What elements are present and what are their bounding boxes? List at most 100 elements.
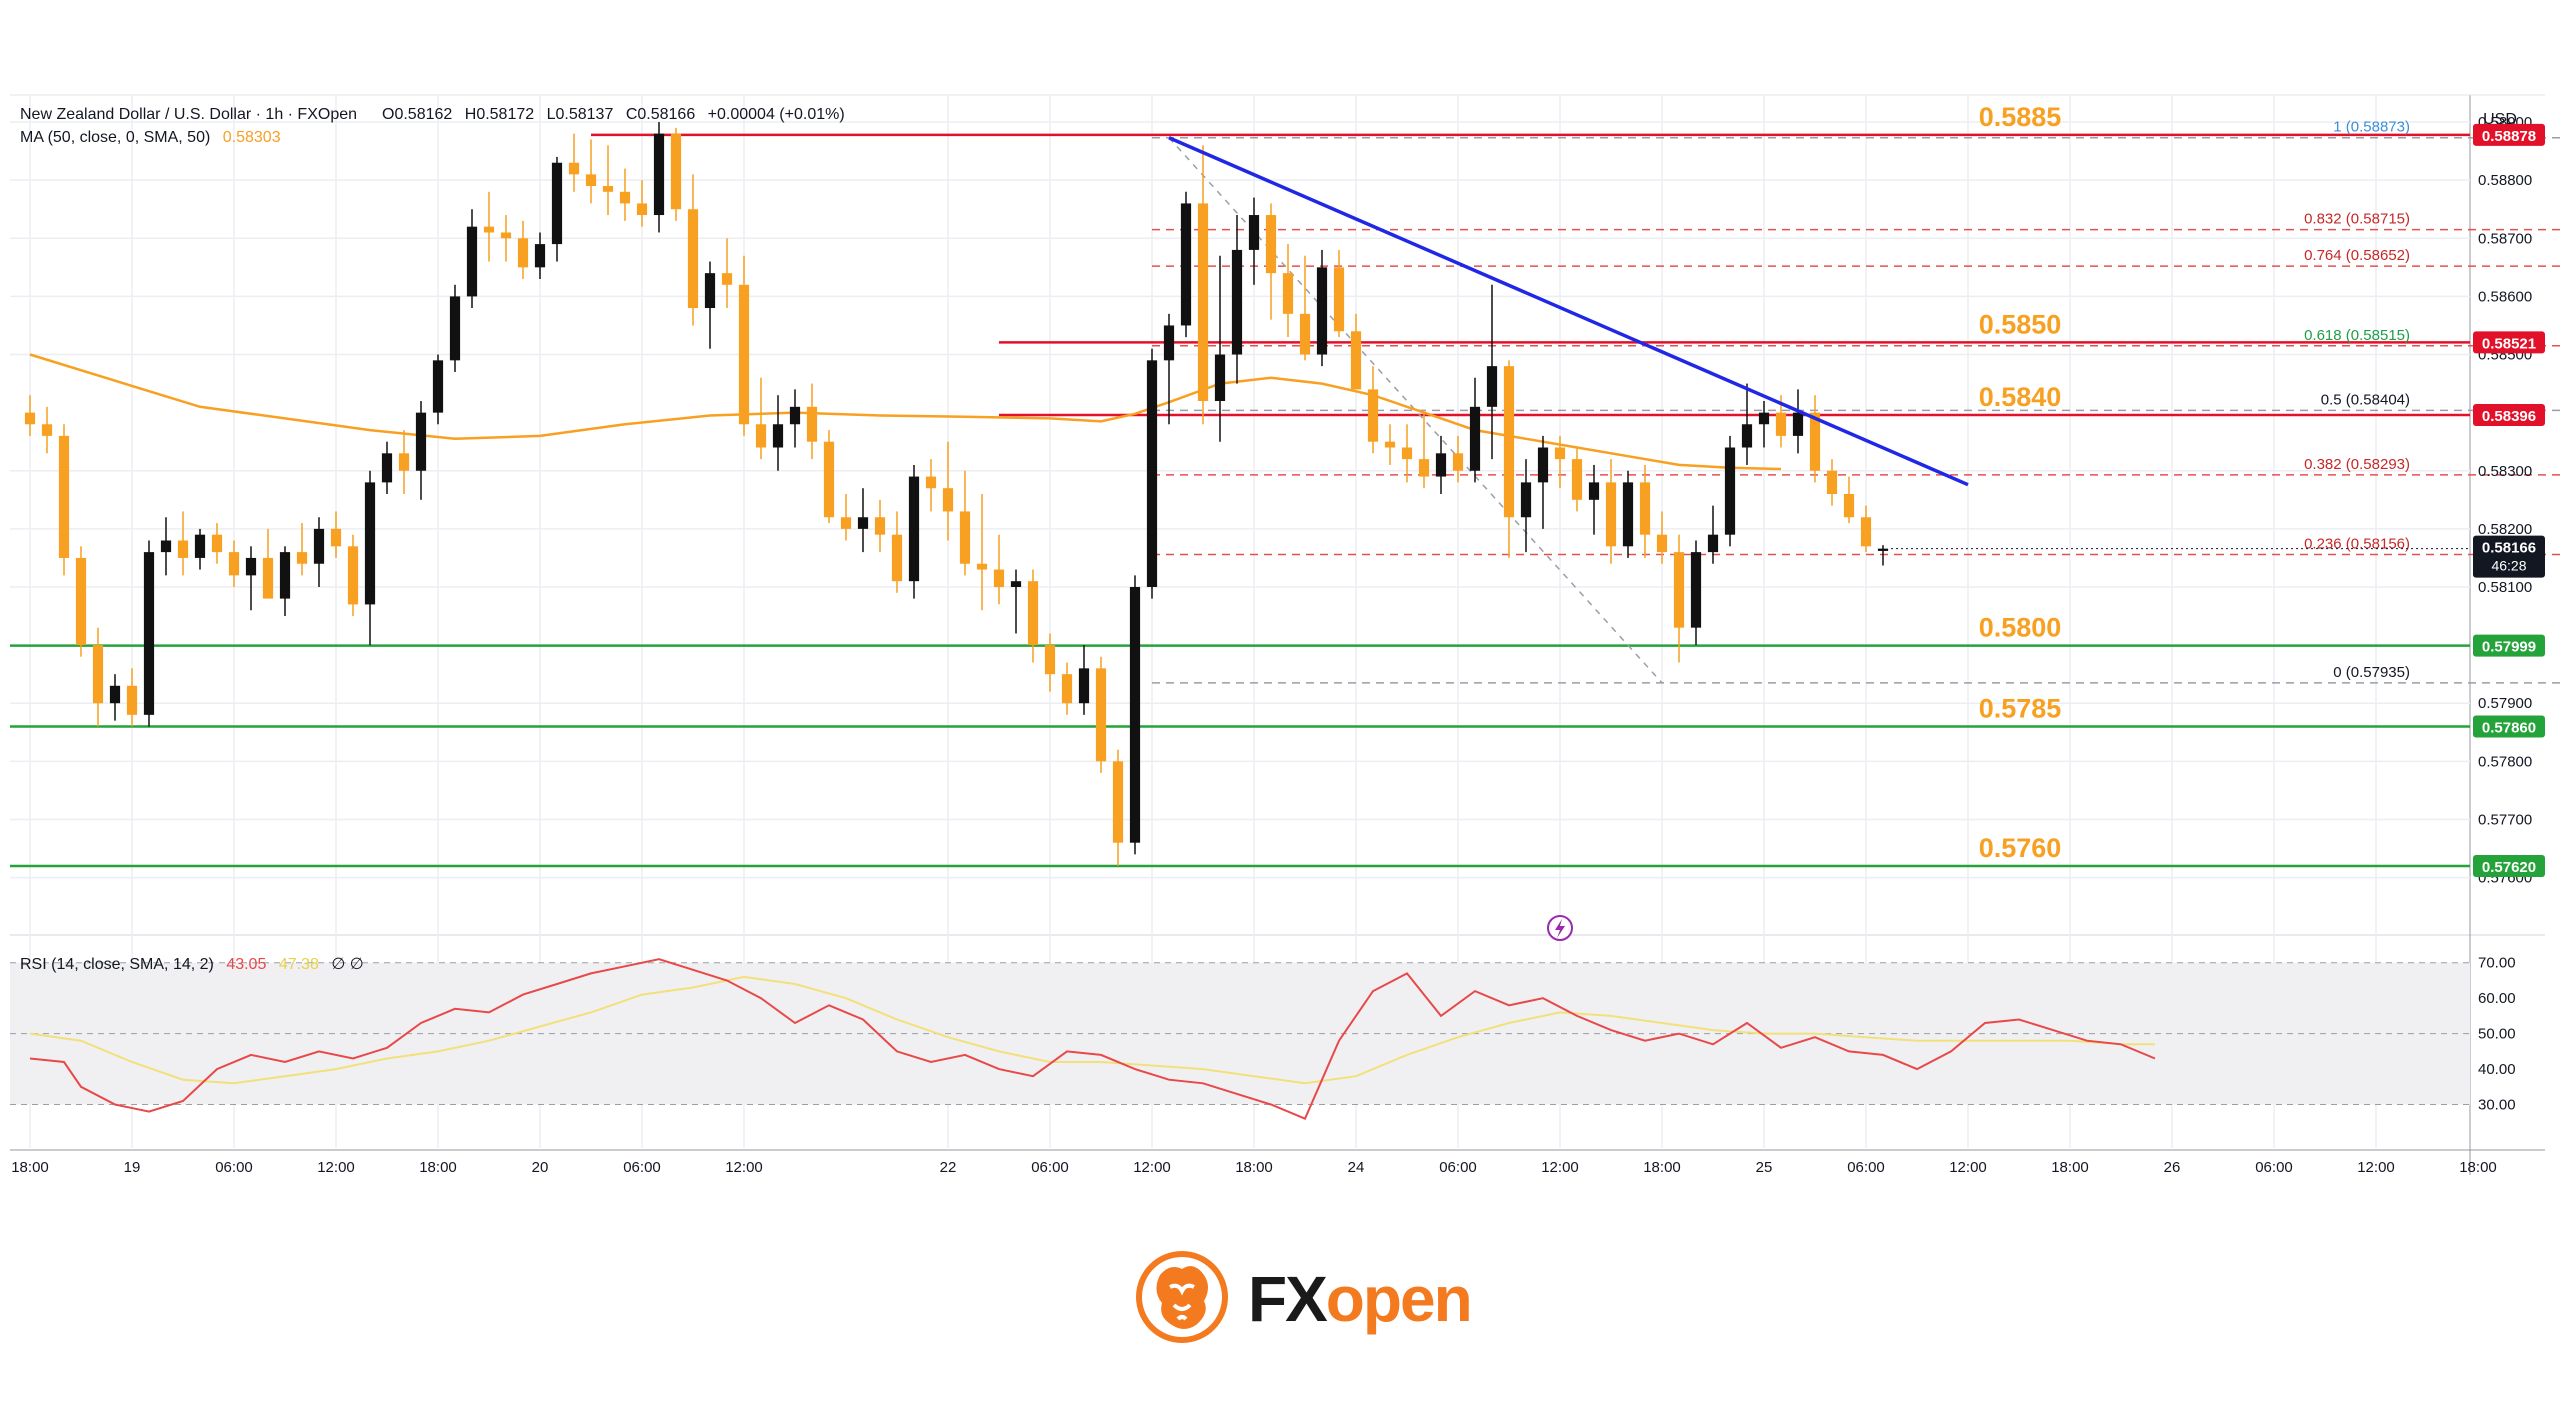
candle-body [1129,586,1141,843]
candle-body [1180,203,1192,326]
fib-level-label: 0.832 (0.58715) [2304,211,2410,228]
fib-level-label: 0.5 (0.58404) [2321,391,2410,408]
price-badge [2473,123,2545,146]
time-tick-label: 06:00 [623,1159,661,1176]
price-tick-label: 0.58100 [2478,579,2532,596]
candle-body [466,226,478,297]
candle-body [449,296,461,361]
candle-body [1078,668,1090,704]
candle-body [517,238,529,268]
fxopen-logo: FXopen [1130,1235,1490,1355]
candle-body [959,511,971,564]
time-tick-label: 18:00 [2051,1159,2089,1176]
price-axis: 0.589000.588000.587000.586000.585000.583… [1891,114,2545,887]
candle-body [1503,366,1515,518]
candle-body [602,185,614,192]
fib-level-label: 0.618 (0.58515) [2304,327,2410,344]
candle-body [823,441,835,518]
candle-body [1554,447,1566,460]
candle-body [1231,249,1243,355]
currency-label[interactable]: USD [2483,111,2517,128]
price-tick-label: 0.57800 [2478,753,2532,770]
price-tick-label: 0.57900 [2478,695,2532,712]
candle-body [1112,761,1124,843]
candle-body [262,557,274,599]
time-tick-label: 06:00 [1439,1159,1477,1176]
price-badge [2473,634,2545,657]
time-tick-label: 12:00 [1949,1159,1987,1176]
candle-body [483,226,495,233]
rsi-legend-label: RSI (14, close, SMA, 14, 2) [20,956,214,973]
candle-body [1027,581,1039,646]
support-level-label: 0.5785 [1979,693,2062,723]
time-tick-label: 22 [940,1159,957,1176]
trendline-layer [1168,136,1969,487]
price-badge [2473,331,2545,354]
candle-body [1775,412,1787,436]
rsi-ma-legend-value: 47.38 [279,956,319,973]
symbol-title: New Zealand Dollar / U.S. Dollar · 1h · … [20,106,357,123]
time-tick-label: 19 [124,1159,141,1176]
candle-body [636,203,648,216]
support-level-label: 0.5800 [1979,613,2062,643]
ma-legend: MA (50, close, 0, SMA, 50) 0.58303 [20,129,281,146]
candle-body [1809,412,1821,471]
candle-body [432,360,444,413]
time-tick-label: 12:00 [725,1159,763,1176]
candle-body [126,685,138,715]
candle-body [721,273,733,285]
candle-body [1571,459,1583,500]
time-tick-label: 06:00 [1847,1159,1885,1176]
candle-body [415,412,427,471]
candle-body [1520,482,1532,518]
low-label: L [547,106,556,123]
time-tick-label: 12:00 [1133,1159,1171,1176]
price-tick-label: 0.58300 [2478,463,2532,480]
tiger-emblem-icon [1136,1251,1228,1343]
time-tick-label: 26 [2164,1159,2181,1176]
countdown-label: 46:28 [2491,558,2526,574]
candle-body [874,517,886,535]
candle-body [228,552,240,576]
candle-body [1826,470,1838,494]
candle-body [245,557,257,576]
rsi-tick-label: 40.00 [2478,1061,2516,1078]
lightning-icon[interactable] [1547,915,1573,941]
candle-body [500,232,512,239]
candle-body [738,284,750,425]
high-label: H [465,106,477,123]
time-tick-label: 18:00 [1643,1159,1681,1176]
candle-body [857,517,869,529]
candle-body [1146,360,1158,587]
time-tick-label: 20 [532,1159,549,1176]
fib-level-label: 0 (0.57935) [2333,664,2410,681]
fib-level-label: 1 (0.58873) [2333,119,2410,136]
change-value: +0.00004 (+0.01%) [708,106,845,123]
candle-body [1860,517,1872,547]
rsi-legend-extra: ∅ ∅ [331,956,363,973]
candles [24,122,1889,866]
candle-body [1044,645,1056,675]
candle-body [1622,482,1634,547]
candle-body [1197,203,1209,402]
open-label: O [382,106,394,123]
candle-body [619,191,631,204]
candle-body [1384,441,1396,448]
candle-body [1367,389,1379,442]
candle-body [143,552,155,715]
candle-body [840,517,852,529]
price-badge-label: 0.58396 [2482,408,2536,425]
rsi-tick-label: 30.00 [2478,1097,2516,1114]
fib-level-label: 0.764 (0.58652) [2304,247,2410,264]
close-value: 0.58166 [637,106,695,123]
candle-body [1588,482,1600,500]
candle-body [1350,331,1362,390]
price-tick-label: 0.58700 [2478,230,2532,247]
rsi-legend: RSI (14, close, SMA, 14, 2) 43.05 47.38 … [20,956,364,973]
candle-body [177,540,189,558]
candle-body [1843,494,1855,518]
time-tick-label: 25 [1756,1159,1773,1176]
time-tick-label: 06:00 [215,1159,253,1176]
